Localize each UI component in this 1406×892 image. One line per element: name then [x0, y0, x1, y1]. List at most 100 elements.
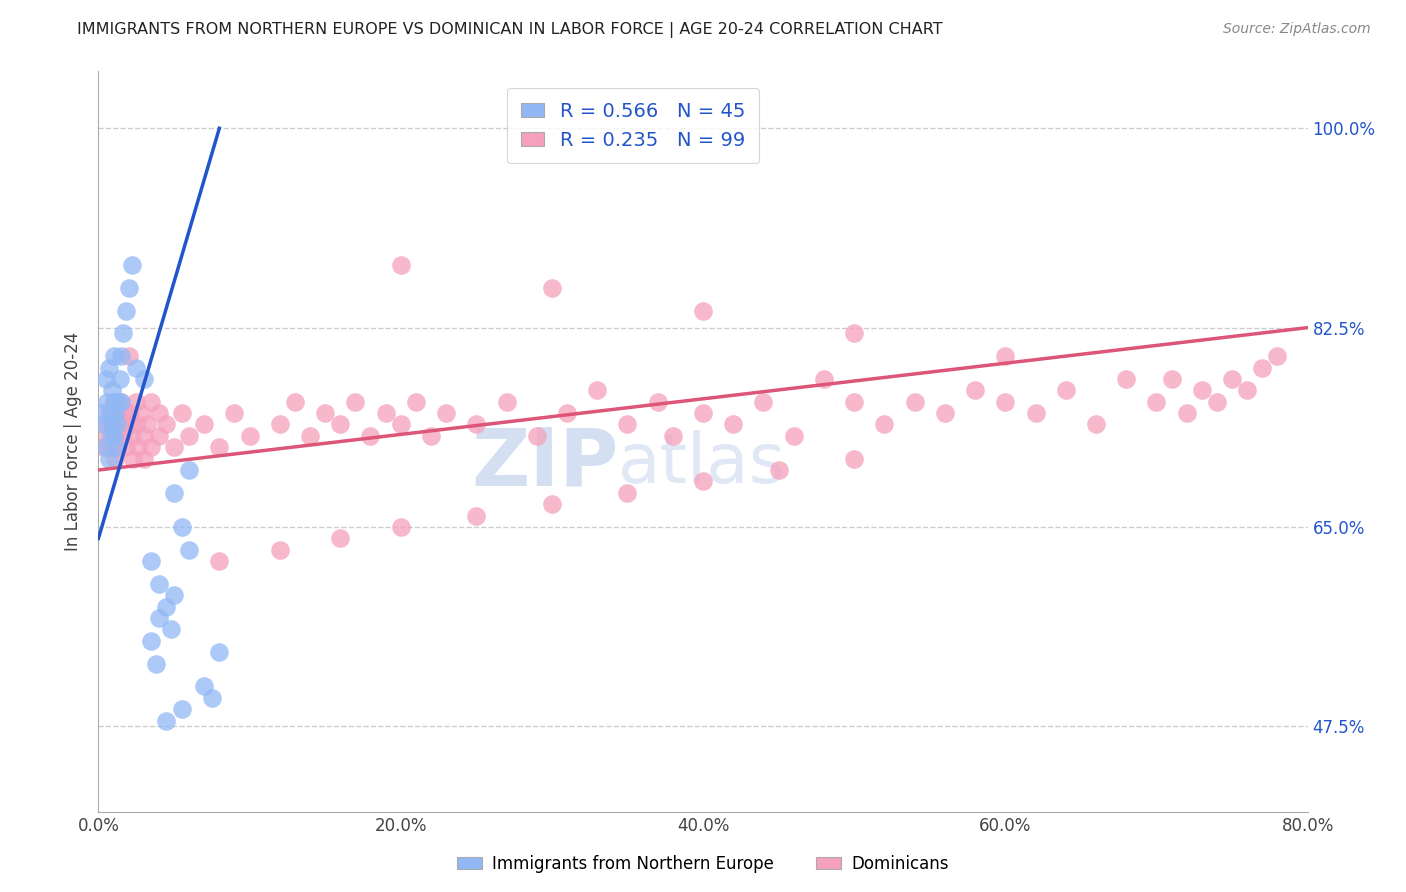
Point: [148, 406, 170, 420]
Point: [100, 440, 122, 454]
Point: [1220, 372, 1243, 386]
Point: [420, 429, 443, 443]
Point: [1085, 417, 1108, 432]
Point: [135, 417, 157, 432]
Point: [104, 406, 127, 420]
Point: [844, 394, 866, 409]
Point: [873, 417, 896, 432]
Point: [1054, 384, 1077, 398]
Point: [208, 440, 231, 454]
Point: [170, 520, 193, 534]
Point: [752, 394, 775, 409]
Point: [465, 508, 488, 523]
Point: [121, 429, 143, 443]
Point: [98, 451, 121, 466]
Point: [269, 417, 291, 432]
Point: [179, 463, 201, 477]
Point: [193, 417, 215, 432]
Point: [155, 417, 177, 432]
Point: [344, 394, 367, 409]
Point: [495, 394, 517, 409]
Point: [132, 372, 155, 386]
Point: [96, 429, 118, 443]
Point: [114, 440, 136, 454]
Point: [111, 429, 134, 443]
Point: [360, 429, 382, 443]
Point: [844, 451, 866, 466]
Legend: Immigrants from Northern Europe, Dominicans: Immigrants from Northern Europe, Dominic…: [451, 848, 955, 880]
Point: [389, 258, 412, 272]
Point: [155, 714, 177, 728]
Point: [723, 417, 745, 432]
Point: [224, 406, 246, 420]
Point: [405, 394, 427, 409]
Text: IMMIGRANTS FROM NORTHERN EUROPE VS DOMINICAN IN LABOR FORCE | AGE 20-24 CORRELAT: IMMIGRANTS FROM NORTHERN EUROPE VS DOMIN…: [77, 22, 943, 38]
Point: [100, 406, 122, 420]
Point: [1206, 394, 1229, 409]
Point: [127, 440, 149, 454]
Point: [374, 406, 396, 420]
Point: [91, 406, 114, 420]
Point: [103, 394, 125, 409]
Point: [125, 417, 148, 432]
Point: [141, 394, 163, 409]
Point: [105, 406, 128, 420]
Point: [100, 429, 122, 443]
Point: [94, 440, 117, 454]
Point: [111, 326, 134, 341]
Point: [434, 406, 457, 420]
Point: [299, 429, 322, 443]
Text: Source: ZipAtlas.com: Source: ZipAtlas.com: [1223, 22, 1371, 37]
Point: [768, 463, 790, 477]
Point: [110, 394, 132, 409]
Text: atlas: atlas: [619, 430, 786, 497]
Point: [1191, 384, 1213, 398]
Point: [120, 406, 142, 420]
Point: [783, 429, 806, 443]
Point: [112, 406, 135, 420]
Point: [813, 372, 835, 386]
Point: [101, 417, 124, 432]
Point: [179, 542, 201, 557]
Point: [692, 475, 714, 489]
Point: [193, 680, 215, 694]
Point: [208, 645, 231, 659]
Point: [616, 417, 638, 432]
Point: [284, 394, 307, 409]
Point: [114, 303, 136, 318]
Point: [145, 657, 167, 671]
Point: [104, 440, 127, 454]
Point: [121, 258, 143, 272]
Point: [616, 485, 638, 500]
Point: [148, 429, 170, 443]
Point: [994, 394, 1017, 409]
Point: [103, 394, 125, 409]
Point: [132, 451, 155, 466]
Point: [163, 485, 186, 500]
Point: [904, 394, 927, 409]
Legend: R = 0.566   N = 45, R = 0.235   N = 99: R = 0.566 N = 45, R = 0.235 N = 99: [508, 88, 759, 163]
Point: [101, 417, 124, 432]
Point: [132, 429, 155, 443]
Point: [105, 417, 128, 432]
Point: [1115, 372, 1137, 386]
Point: [389, 520, 412, 534]
Point: [540, 281, 562, 295]
Point: [104, 451, 127, 466]
Point: [647, 394, 669, 409]
Point: [141, 633, 163, 648]
Point: [148, 611, 170, 625]
Point: [586, 384, 609, 398]
Point: [118, 349, 141, 363]
Text: ZIP: ZIP: [471, 425, 619, 503]
Point: [170, 406, 193, 420]
Point: [107, 440, 129, 454]
Point: [108, 417, 131, 432]
Point: [163, 588, 186, 602]
Point: [661, 429, 683, 443]
Point: [103, 429, 125, 443]
Point: [555, 406, 578, 420]
Point: [844, 326, 866, 341]
Point: [148, 577, 170, 591]
Point: [1267, 349, 1289, 363]
